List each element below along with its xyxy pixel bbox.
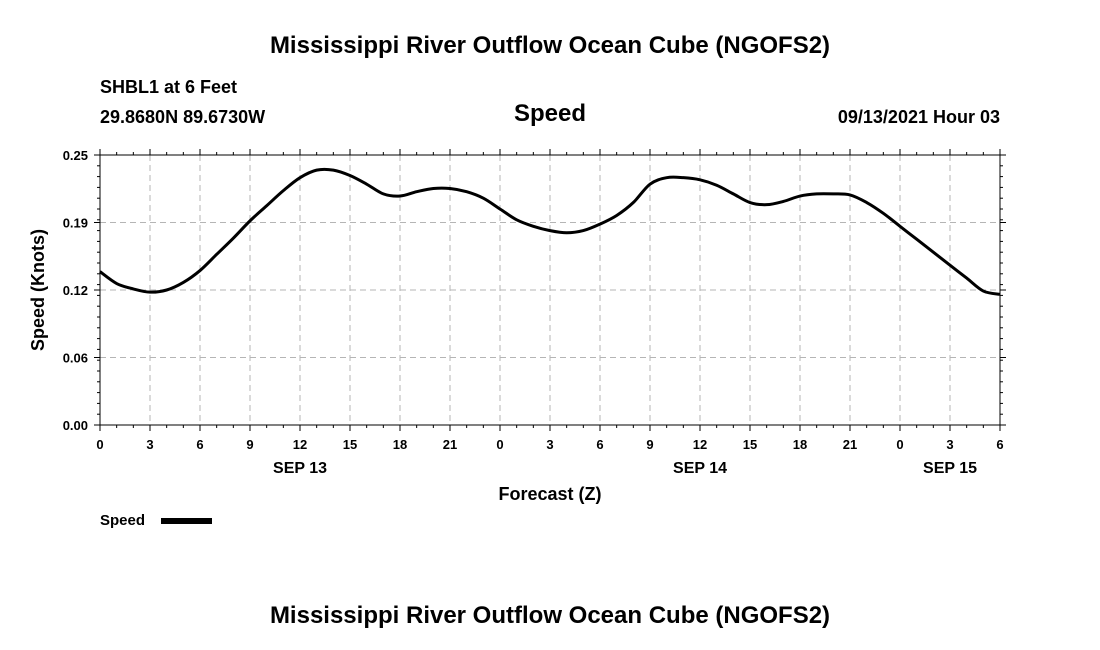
variable-title: Speed [513,100,587,127]
x-tick-label: 3 [946,437,953,452]
speed-series-line [99,167,1001,296]
x-tick-label: 9 [246,437,253,452]
x-tick-label: 6 [996,437,1003,452]
date-label: SEP 15 [923,460,977,477]
x-tick-label: 6 [196,437,203,452]
x-tick-label: 15 [343,437,357,452]
chart-title: Mississippi River Outflow Ocean Cube (NG… [269,32,831,59]
date-labels: SEP 13 SEP 14 SEP 15 [273,460,977,477]
x-tick-label: 21 [843,437,857,452]
x-axis-title: Forecast (Z) [498,484,601,504]
station-label: SHBL1 at 6 Feet [100,77,238,97]
x-tick-label: 6 [596,437,603,452]
x-tick-label: 12 [293,437,307,452]
y-tick-label: 0.19 [63,216,88,231]
y-tick-labels: 0.00 0.06 0.12 0.19 0.25 [63,148,88,433]
x-tick-label: 0 [96,437,103,452]
x-tick-label: 18 [393,437,407,452]
legend-label-speed: Speed [100,512,145,529]
x-tick-label: 0 [896,437,903,452]
x-tick-label: 18 [793,437,807,452]
y-tick-label: 0.25 [63,148,88,163]
legend: Speed [100,512,212,529]
x-tick-label: 21 [443,437,457,452]
y-tick-label: 0.06 [63,351,88,366]
y-axis-title: Speed (Knots) [28,229,48,351]
footer-title: Mississippi River Outflow Ocean Cube (NG… [269,602,831,629]
date-label: SEP 13 [273,460,327,477]
x-tick-label: 12 [693,437,707,452]
y-tick-label: 0.00 [63,418,88,433]
date-label: SEP 14 [673,460,727,477]
x-tick-labels: 0 3 6 9 12 15 18 21 0 3 6 9 12 15 18 21 0 3 6 [96,437,1003,452]
axis-ticks [94,149,1006,431]
grid-lines [100,155,1000,425]
forecast-datetime: 09/13/2021 Hour 03 [837,107,1000,127]
station-coordinates: 29.8680N 89.6730W [100,107,266,127]
x-tick-label: 0 [496,437,503,452]
y-tick-label: 0.12 [63,283,88,298]
x-tick-label: 3 [546,437,553,452]
x-tick-label: 3 [146,437,153,452]
x-tick-label: 15 [743,437,757,452]
x-tick-label: 9 [646,437,653,452]
